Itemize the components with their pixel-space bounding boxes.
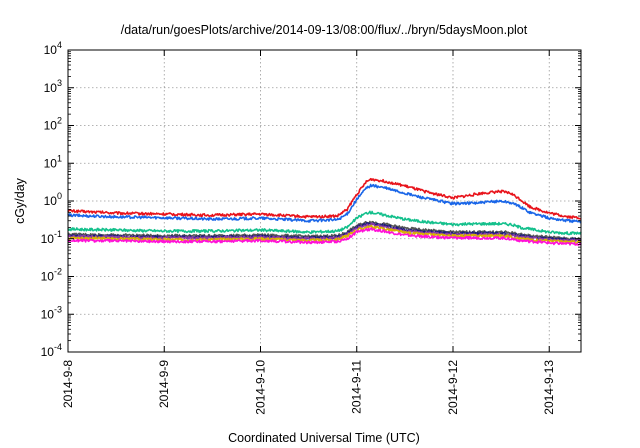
y-tick-label: 101 (44, 153, 62, 170)
y-tick-label: 10-4 (41, 342, 62, 359)
y-tick-label: 10-3 (41, 304, 62, 321)
grid (68, 50, 581, 352)
series-line-1 (67, 177, 582, 220)
x-tick-label: 2014-9-12 (446, 360, 460, 415)
x-tick-label: 2014-9-8 (61, 360, 75, 408)
series-line-3 (67, 210, 582, 236)
series-group (67, 177, 582, 246)
chart-title: /data/run/goesPlots/archive/2014-09-13/0… (121, 23, 528, 37)
series-line-7 (67, 224, 582, 244)
y-axis-label: cGy/day (13, 177, 27, 224)
x-tick-label: 2014-9-9 (157, 360, 171, 408)
y-tick-label: 104 (44, 40, 62, 57)
x-axis-label: Coordinated Universal Time (UTC) (228, 431, 420, 445)
x-tick-label: 2014-9-10 (253, 360, 267, 415)
y-tick-label: 102 (44, 116, 62, 133)
y-tick-label: 10-2 (41, 267, 62, 284)
x-tick-label: 2014-9-11 (350, 360, 364, 414)
y-axis: 10-4 10-3 10-2 10-1 100 101 102 103 104 (41, 40, 581, 359)
x-axis: 2014-9-8 2014-9-9 2014-9-10 2014-9-11 2014-9… (61, 50, 556, 415)
y-tick-label: 100 (44, 191, 62, 208)
x-tick-label: 2014-9-13 (542, 360, 556, 415)
series-line-8 (67, 227, 582, 246)
series-line-2 (67, 183, 582, 224)
y-tick-label: 103 (44, 78, 62, 95)
y-tick-label: 10-1 (41, 229, 62, 246)
